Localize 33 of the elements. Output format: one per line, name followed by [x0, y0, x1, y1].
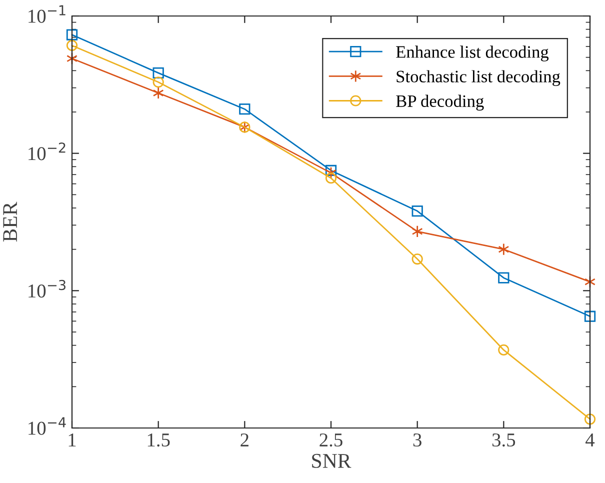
y-axis-title: BER [3, 202, 17, 242]
point [325, 166, 337, 180]
point [412, 253, 423, 265]
x-tick-label: 2 [240, 433, 248, 446]
point [152, 86, 164, 100]
point [239, 104, 250, 115]
point [584, 310, 596, 322]
point [66, 29, 78, 40]
point [498, 243, 510, 256]
point [325, 172, 337, 184]
point [152, 67, 164, 78]
x-tick-label: 2.5 [320, 433, 342, 447]
x-tick-label: 3.5 [492, 433, 516, 447]
legend-label: BP decoding [396, 94, 484, 111]
legend-label: Enhance list decoding [396, 46, 549, 62]
point [412, 225, 423, 238]
point [412, 205, 423, 217]
y-tick-label: 10$^{−3}$ [28, 280, 66, 298]
point [152, 76, 164, 88]
legend-label: Stochastic list decoding [396, 70, 560, 86]
point [325, 164, 337, 176]
y-tick-label: 10$^{−2}$ [28, 142, 66, 160]
x-tick-label: 1 [68, 434, 76, 446]
point [498, 344, 510, 356]
x-axis-title: SNR [312, 454, 352, 468]
y-tick-label: 10$^{−1}$ [28, 5, 66, 23]
point [66, 40, 78, 52]
point [584, 414, 596, 425]
y-tick-label: 10$^{−4}$ [28, 417, 66, 435]
x-tick-label: 3 [413, 433, 422, 447]
x-tick-label: 1.5 [148, 434, 170, 447]
x-tick-label: 4 [586, 434, 595, 446]
point [498, 272, 510, 284]
